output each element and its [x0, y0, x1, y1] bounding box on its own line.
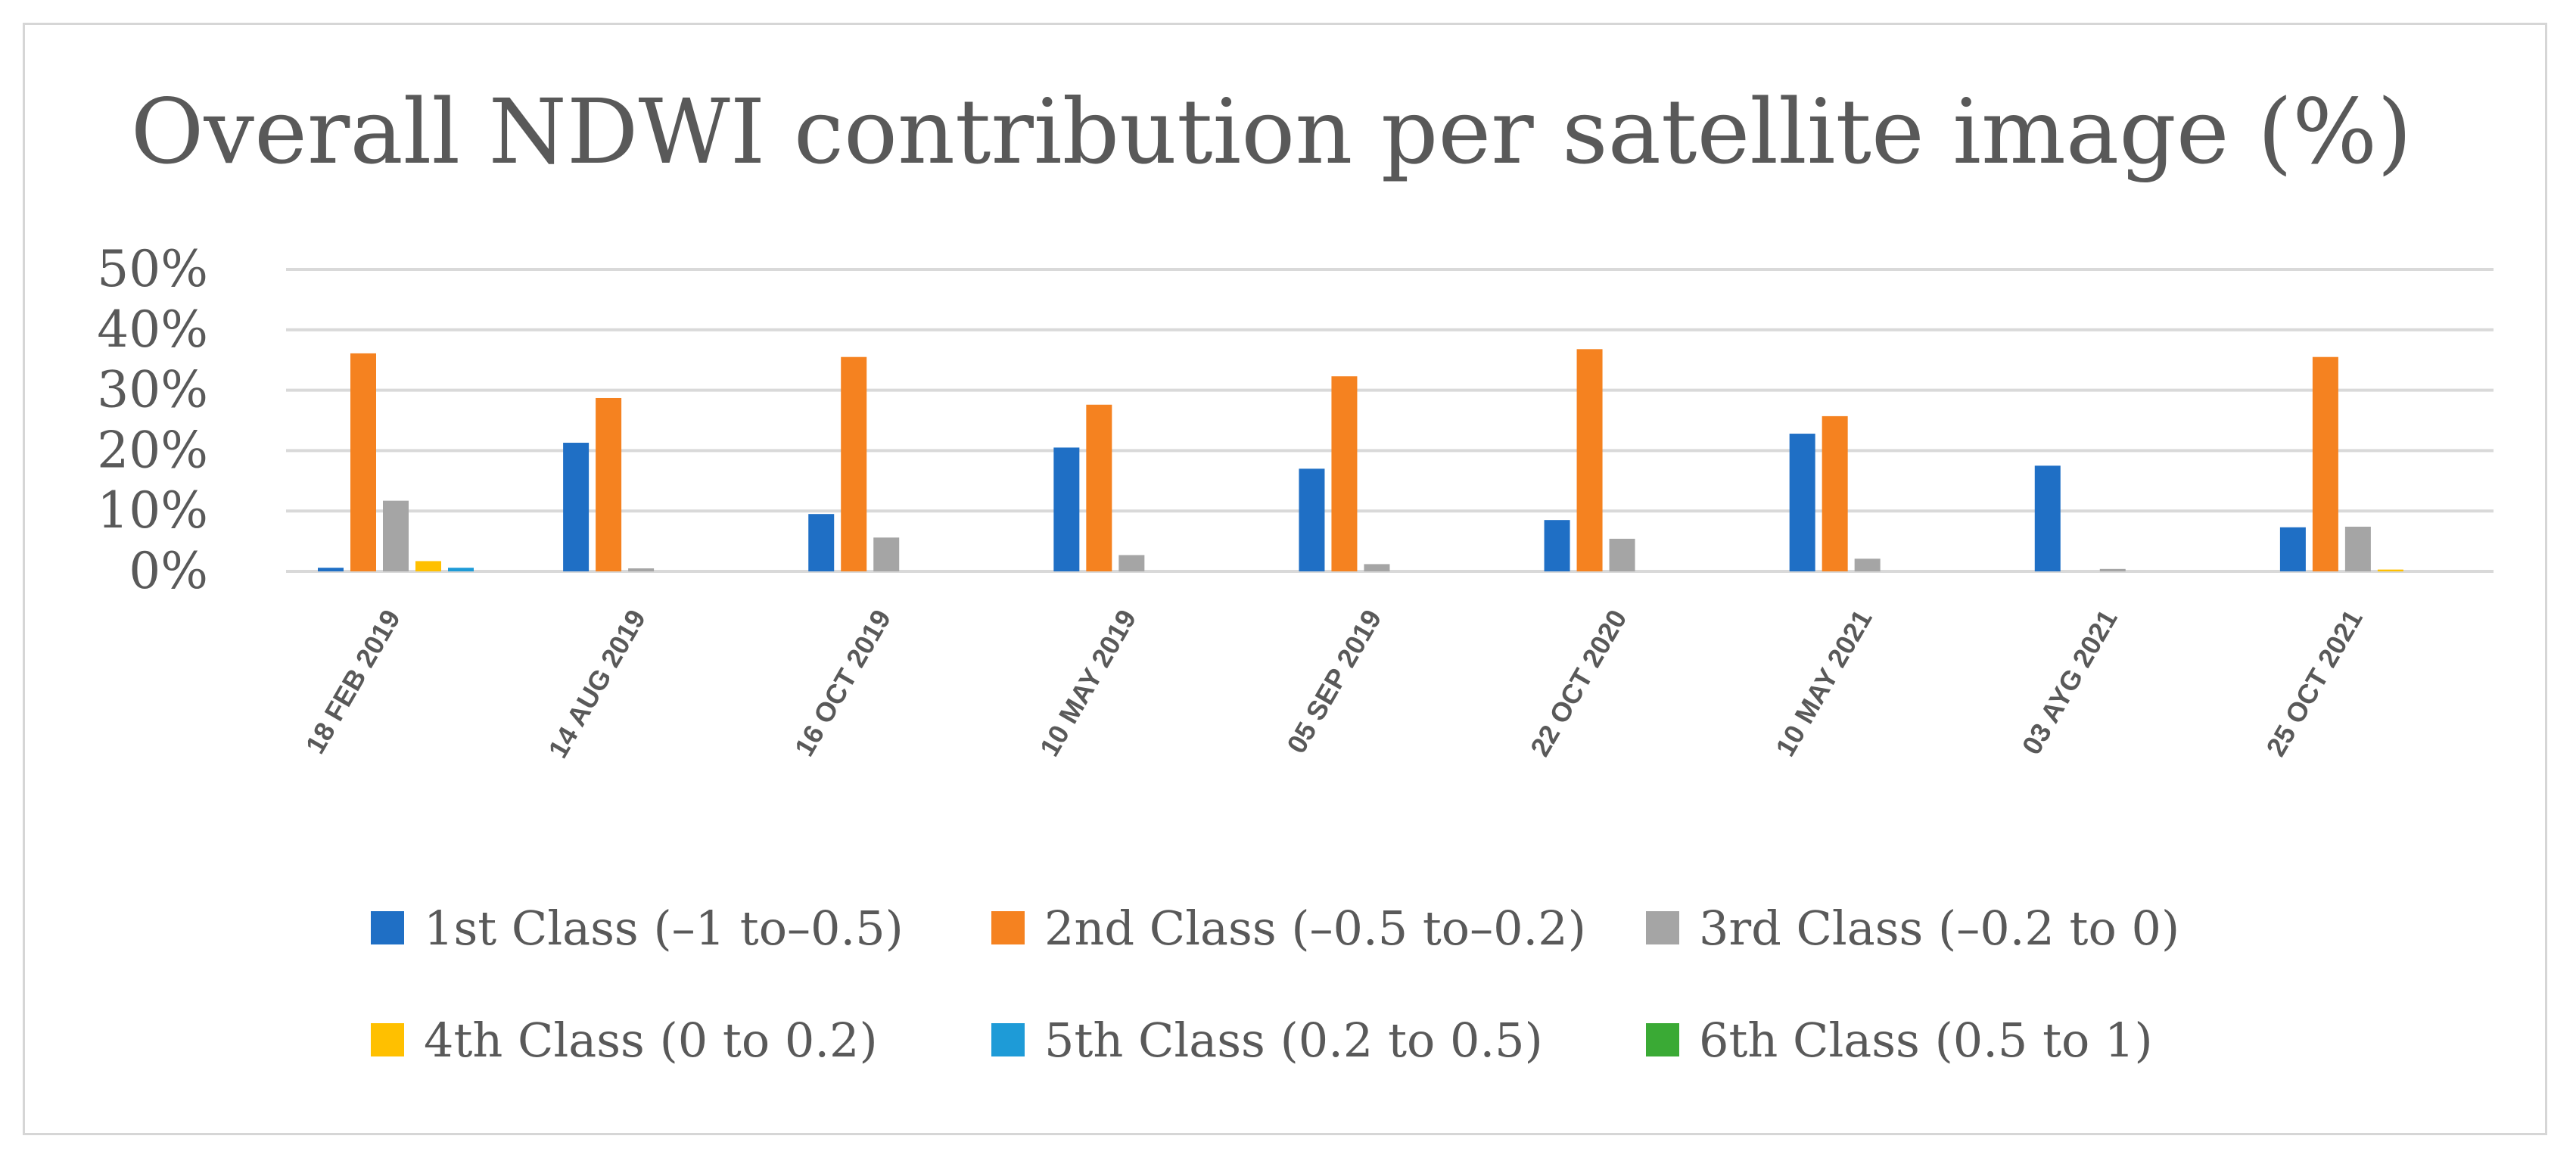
chart-title: Overall NDWI contribution per satellite … [131, 79, 2413, 184]
y-tick-label: 50% [97, 240, 208, 298]
bar-3-2 [628, 568, 655, 571]
legend-label-6: 6th Class (0.5 to 1) [1699, 1013, 2153, 1068]
bar-3-6 [1609, 538, 1635, 571]
bar-2-9 [2312, 356, 2338, 571]
bar-2-2 [596, 397, 622, 571]
legend-swatch-4 [371, 1023, 404, 1056]
bar-3-9 [2344, 526, 2371, 571]
legend-label-5: 5th Class (0.2 to 0.5) [1044, 1013, 1543, 1068]
x-tick-label: 10 MAY 2019 [1034, 605, 1143, 762]
chart-frame [23, 23, 2547, 1135]
legend: 1st Class (–1 to–0.5) 2nd Class (–0.5 to–… [371, 901, 2179, 1068]
bars [318, 349, 2403, 571]
x-tick-label: 03 AYG 2021 [2015, 605, 2123, 760]
bar-2-4 [1086, 404, 1112, 571]
bar-1-6 [1544, 520, 1570, 571]
x-tick-label: 22 OCT 2020 [1524, 605, 1633, 762]
bar-2-1 [350, 353, 376, 571]
bar-3-5 [1364, 564, 1390, 571]
x-tick-label: 18 FEB 2019 [299, 605, 406, 759]
x-tick-label: 10 MAY 2021 [1769, 605, 1878, 762]
legend-swatch-6 [1646, 1023, 1679, 1056]
y-axis-ticks: 0%10%20%30%40%50% [97, 240, 208, 600]
legend-label-3: 3rd Class (–0.2 to 0) [1699, 901, 2179, 956]
legend-swatch-2 [991, 911, 1025, 944]
legend-swatch-5 [991, 1023, 1025, 1056]
bar-1-8 [2034, 465, 2061, 571]
bar-3-1 [383, 500, 409, 571]
bar-2-7 [1822, 415, 1848, 571]
bar-1-1 [318, 568, 344, 571]
y-tick-label: 20% [97, 421, 208, 479]
legend-swatch-1 [371, 911, 404, 944]
legend-label-1: 1st Class (–1 to–0.5) [424, 901, 904, 956]
bar-2-5 [1331, 376, 1358, 571]
y-tick-label: 0% [129, 542, 208, 600]
bar-1-5 [1299, 468, 1325, 571]
bar-3-4 [1118, 555, 1145, 571]
y-tick-label: 30% [97, 361, 208, 419]
x-tick-label: 25 OCT 2021 [2260, 605, 2369, 762]
y-tick-label: 40% [97, 300, 208, 359]
bar-1-2 [563, 443, 590, 571]
gridlines [286, 268, 2494, 573]
bar-5-1 [448, 568, 474, 571]
x-tick-label: 05 SEP 2019 [1280, 605, 1387, 759]
bar-1-7 [1789, 434, 1815, 571]
legend-swatch-3 [1646, 911, 1679, 944]
bar-4-9 [2377, 569, 2403, 571]
bar-3-8 [2099, 568, 2126, 571]
legend-label-4: 4th Class (0 to 0.2) [424, 1013, 878, 1068]
bar-2-3 [841, 356, 867, 571]
y-tick-label: 10% [97, 481, 208, 540]
bar-2-6 [1576, 349, 1603, 571]
legend-label-2: 2nd Class (–0.5 to–0.2) [1044, 901, 1586, 956]
x-tick-label: 14 AUG 2019 [542, 605, 652, 764]
bar-1-3 [808, 514, 835, 571]
bar-3-7 [1854, 559, 1881, 571]
bar-4-1 [415, 561, 441, 571]
bar-1-4 [1053, 447, 1080, 571]
bar-1-9 [2279, 527, 2306, 571]
x-axis-ticks: 18 FEB 2019 14 AUG 2019 16 OCT 2019 10 MAY … [299, 605, 2368, 764]
bar-3-3 [873, 537, 900, 571]
x-tick-label: 16 OCT 2019 [789, 605, 898, 762]
